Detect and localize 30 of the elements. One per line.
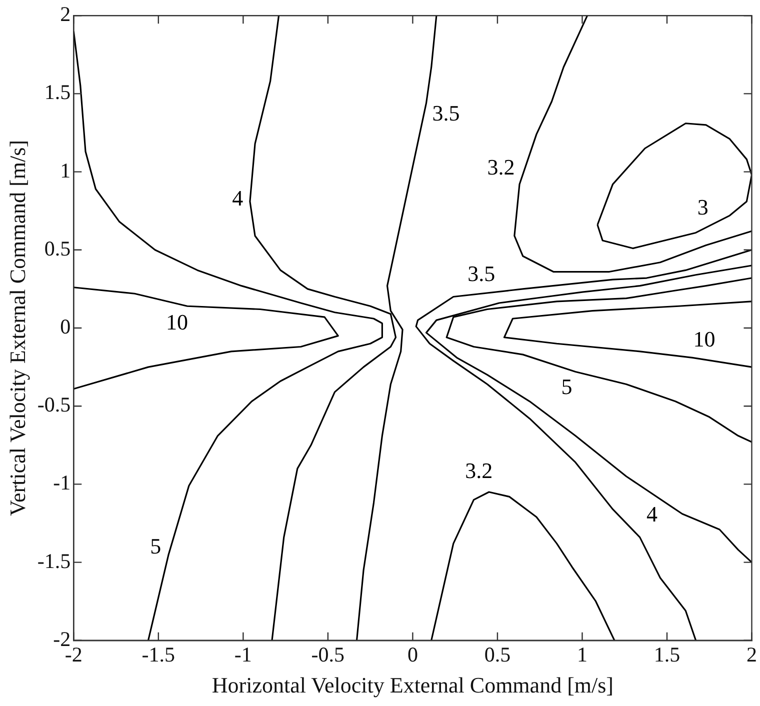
series-label: 5 bbox=[150, 533, 162, 558]
y-tick-label: -0.5 bbox=[37, 392, 71, 417]
series-label: 4 bbox=[232, 186, 244, 211]
series-label: 3.2 bbox=[465, 458, 493, 484]
x-tick-label: 0 bbox=[407, 642, 418, 667]
x-tick-label: 0.5 bbox=[484, 642, 511, 667]
x-tick-label: -1 bbox=[234, 642, 252, 667]
series-label: 3.5 bbox=[468, 260, 496, 286]
x-tick-label: 2 bbox=[746, 642, 757, 667]
x-axis-title: Horizontal Velocity External Command [m/s] bbox=[212, 672, 614, 698]
series-label: 5 bbox=[561, 374, 572, 399]
series-label: 10 bbox=[693, 326, 716, 352]
y-tick-label: -1 bbox=[53, 470, 71, 495]
y-tick-label: 1 bbox=[60, 158, 71, 182]
y-tick-label: -1.5 bbox=[37, 548, 71, 573]
x-tick-label: 1.5 bbox=[654, 642, 680, 667]
y-tick-label: -2 bbox=[53, 626, 71, 651]
y-axis-title: Vertical Velocity External Command [m/s] bbox=[4, 140, 30, 516]
series-label: 3 bbox=[697, 194, 708, 220]
x-tick-label: -0.5 bbox=[311, 642, 345, 667]
y-tick-label: 2 bbox=[60, 2, 71, 26]
series-label: 10 bbox=[166, 309, 188, 334]
x-tick-label: 1 bbox=[576, 642, 588, 667]
y-tick-label: 0 bbox=[60, 314, 71, 339]
y-tick-label: 0.5 bbox=[44, 236, 71, 260]
series-label: 4 bbox=[646, 501, 658, 526]
series-label: 3.5 bbox=[432, 100, 460, 126]
series-label: 3.2 bbox=[487, 154, 515, 180]
y-tick-label: 1.5 bbox=[44, 80, 71, 104]
x-tick-label: -1.5 bbox=[142, 642, 176, 667]
